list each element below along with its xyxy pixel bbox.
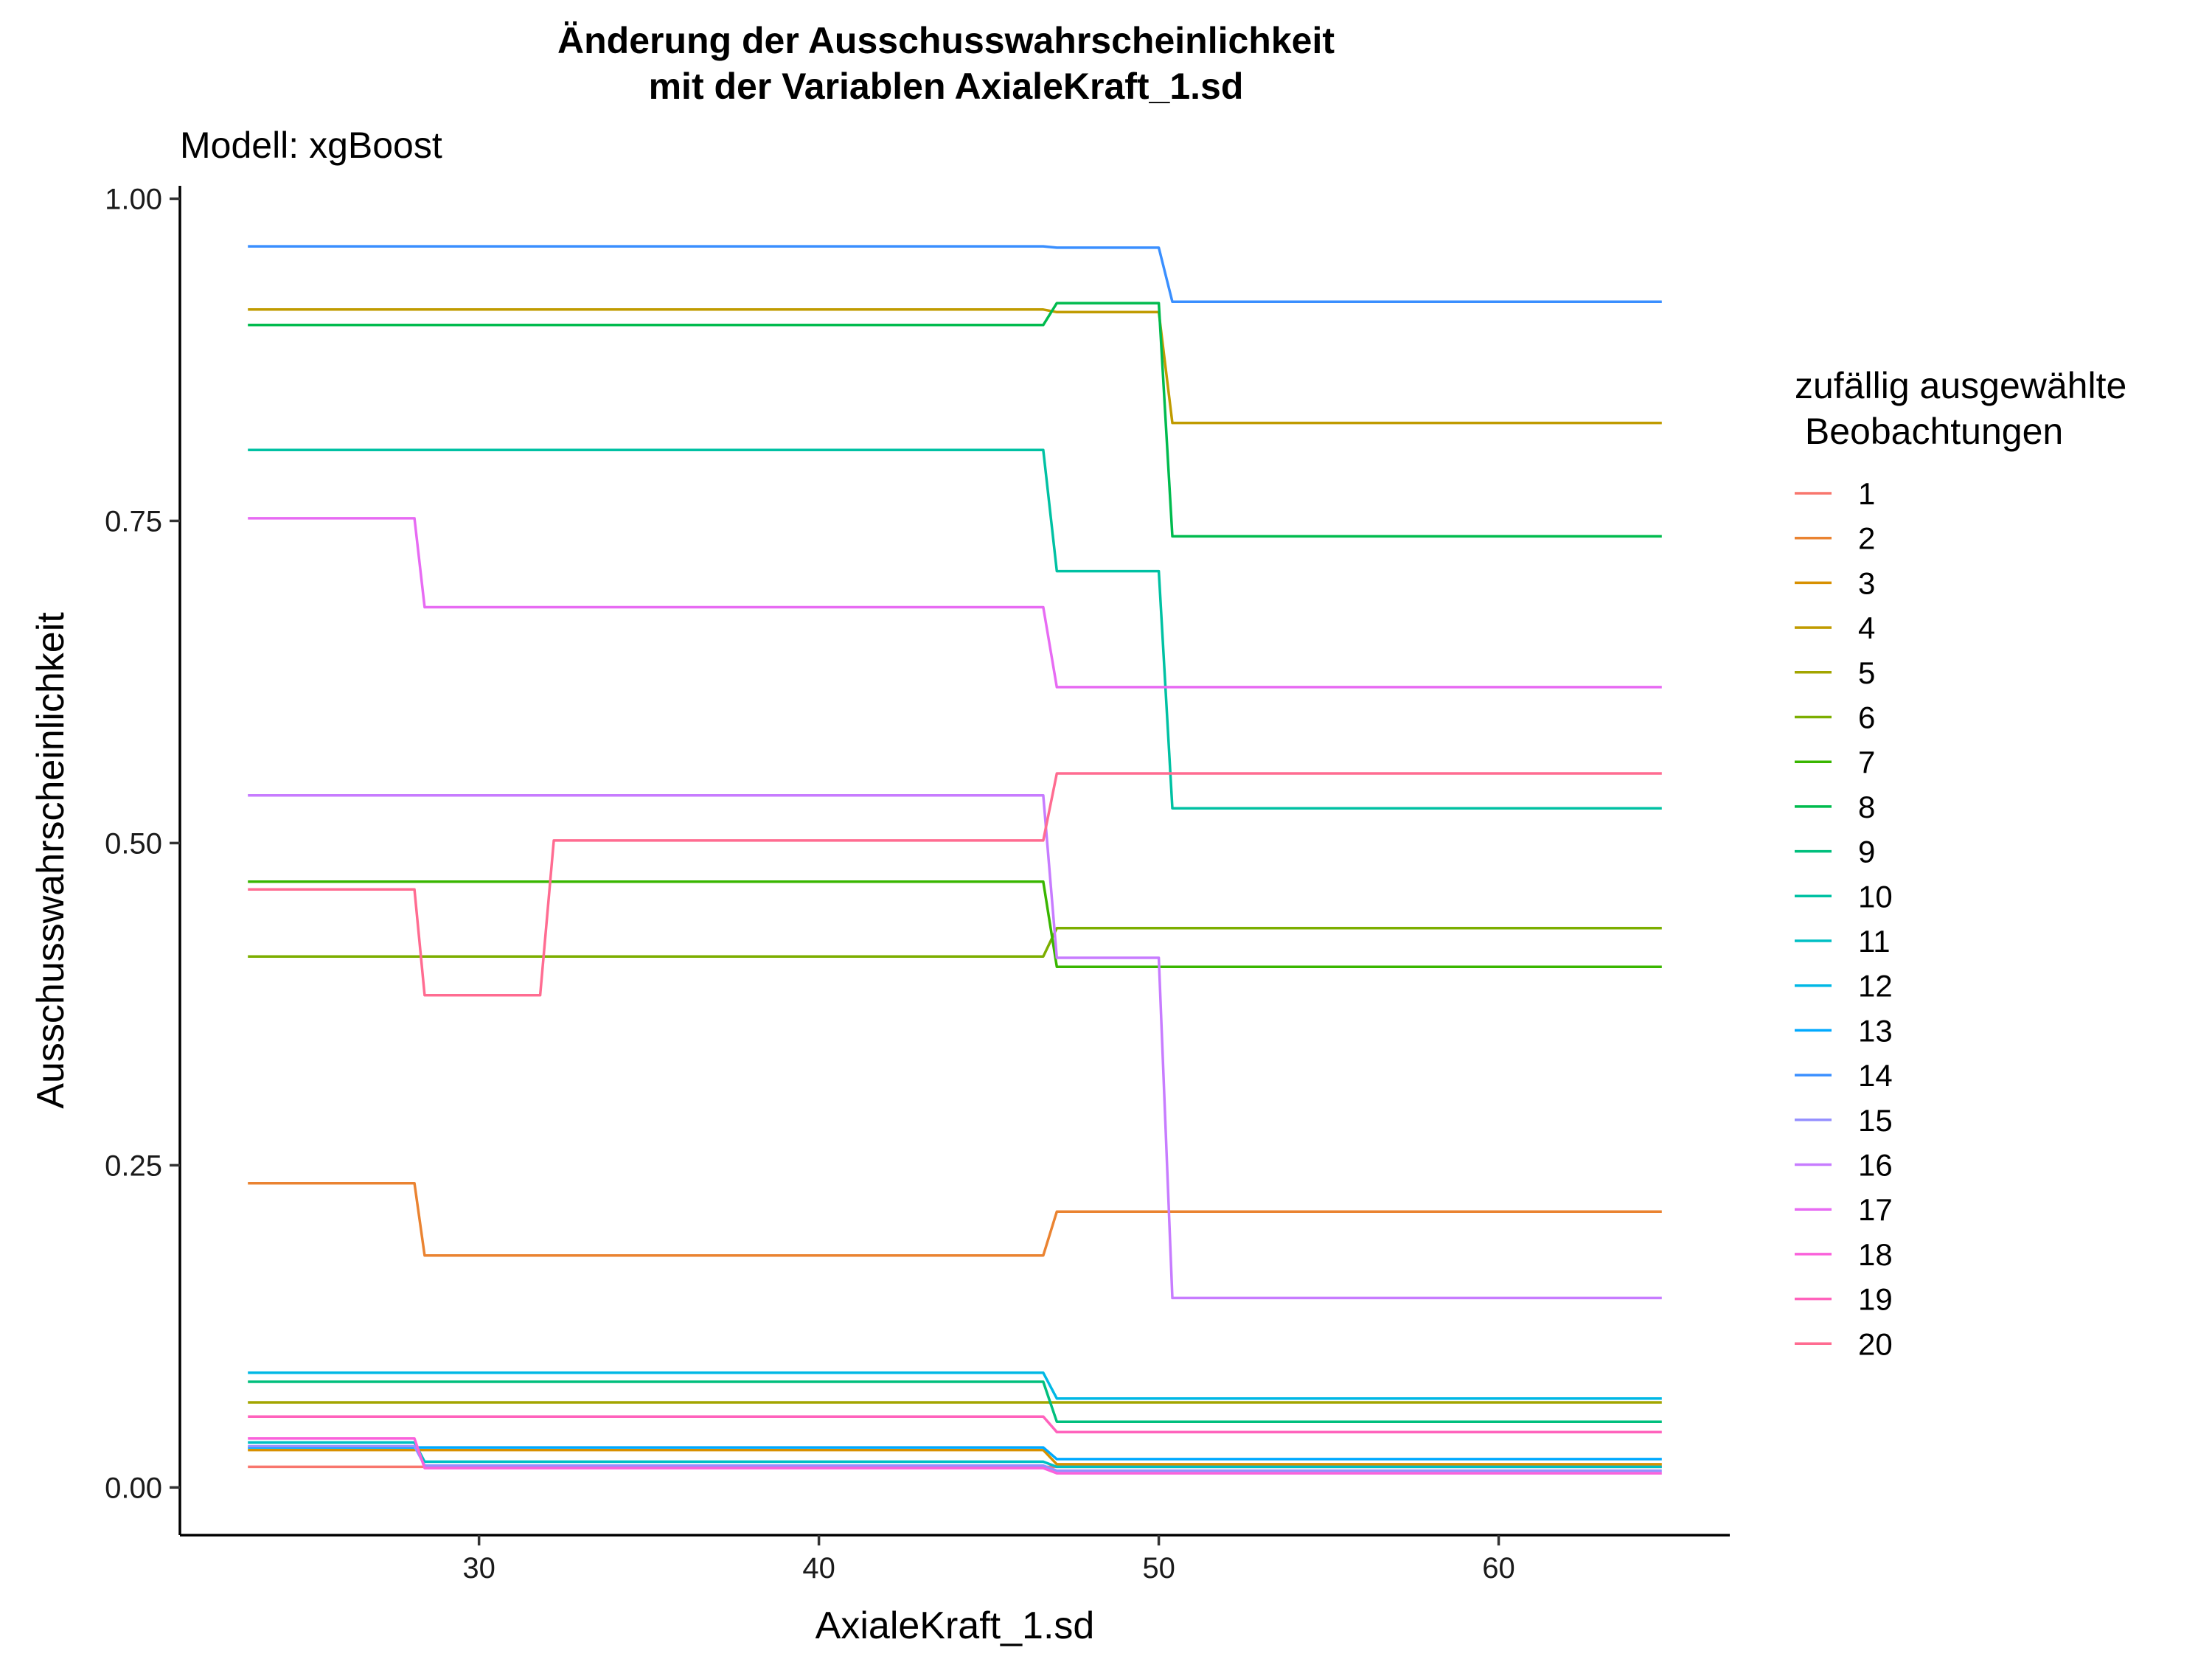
legend-label-3: 3 xyxy=(1858,566,1875,600)
legend-label-20: 20 xyxy=(1858,1326,1893,1361)
legend-label-12: 12 xyxy=(1858,969,1893,1004)
legend-label-16: 16 xyxy=(1858,1148,1893,1183)
legend: zufällig ausgewählte Beobachtungen 12345… xyxy=(1795,365,2126,1361)
legend-label-9: 9 xyxy=(1858,835,1875,869)
y-tick-label: 0.50 xyxy=(105,827,162,860)
series-line-20 xyxy=(248,772,1662,997)
x-tick-label: 60 xyxy=(1482,1552,1515,1585)
legend-label-6: 6 xyxy=(1858,700,1875,735)
legend-label-10: 10 xyxy=(1858,879,1893,914)
y-axis-ticks: 0.00 0.25 0.50 0.75 1.00 xyxy=(105,183,180,1504)
series-line-2 xyxy=(248,1182,1662,1257)
y-tick-label: 0.75 xyxy=(105,505,162,538)
legend-label-11: 11 xyxy=(1858,924,1891,959)
plot-area: 30 40 50 60 0.00 0.25 0.50 0.75 1.00 xyxy=(105,183,1730,1585)
series-line-12 xyxy=(248,1371,1662,1400)
series-line-9 xyxy=(248,1380,1662,1423)
x-tick-label: 30 xyxy=(462,1552,495,1585)
legend-label-14: 14 xyxy=(1858,1058,1893,1093)
series-line-17 xyxy=(248,517,1662,689)
series-line-15 xyxy=(248,1444,1662,1472)
legend-label-8: 8 xyxy=(1858,790,1875,824)
x-axis-ticks: 30 40 50 60 xyxy=(462,1535,1515,1585)
y-tick-label: 0.00 xyxy=(105,1472,162,1504)
chart-title-line-1: Änderung der Ausschusswahrscheinlichkeit xyxy=(557,20,1335,61)
series-line-11 xyxy=(248,1441,1662,1469)
series-line-8 xyxy=(248,302,1662,538)
series-line-3 xyxy=(248,1448,1662,1466)
legend-label-7: 7 xyxy=(1858,745,1875,779)
series-line-14 xyxy=(248,245,1662,304)
y-axis-title: Ausschusswahrscheinlichkeit xyxy=(29,612,72,1109)
series-line-16 xyxy=(248,793,1662,1300)
legend-label-18: 18 xyxy=(1858,1237,1893,1272)
series-line-4 xyxy=(248,308,1662,425)
series-lines xyxy=(248,245,1662,1475)
legend-label-19: 19 xyxy=(1858,1282,1893,1317)
series-line-13 xyxy=(248,1446,1662,1461)
legend-title-line-2: Beobachtungen xyxy=(1795,411,2063,452)
x-tick-label: 50 xyxy=(1142,1552,1175,1585)
legend-label-13: 13 xyxy=(1858,1013,1893,1048)
legend-label-4: 4 xyxy=(1858,611,1875,645)
series-line-10 xyxy=(248,448,1662,810)
legend-label-15: 15 xyxy=(1858,1103,1893,1138)
series-line-6 xyxy=(248,927,1662,958)
series-line-7 xyxy=(248,880,1662,968)
legend-label-5: 5 xyxy=(1858,655,1875,690)
series-line-18 xyxy=(248,1437,1662,1475)
y-tick-label: 0.25 xyxy=(105,1150,162,1182)
legend-label-17: 17 xyxy=(1858,1192,1893,1227)
series-line-19 xyxy=(248,1415,1662,1433)
chart-subtitle: Modell: xgBoost xyxy=(180,125,442,166)
legend-label-2: 2 xyxy=(1858,521,1875,556)
legend-label-1: 1 xyxy=(1858,476,1875,511)
x-axis-title: AxialeKraft_1.sd xyxy=(815,1604,1095,1647)
legend-title-line-1: zufällig ausgewählte xyxy=(1795,365,2126,406)
x-tick-label: 40 xyxy=(802,1552,835,1585)
chart-title-line-2: mit der Variablen AxialeKraft_1.sd xyxy=(649,66,1244,107)
y-tick-label: 1.00 xyxy=(105,183,162,215)
